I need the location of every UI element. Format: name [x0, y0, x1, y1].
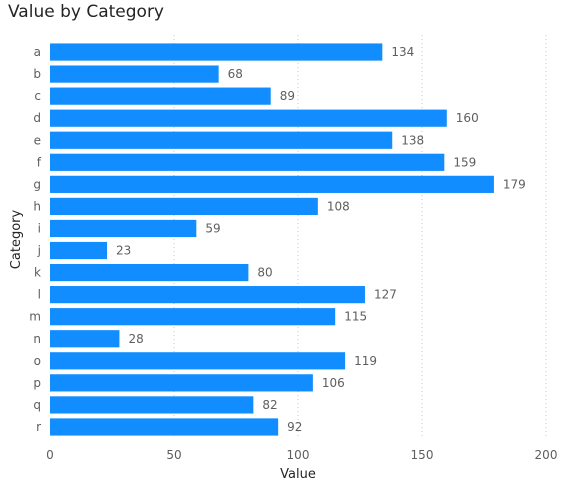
y-tick-label: i [38, 221, 41, 235]
data-label: 138 [401, 133, 424, 147]
x-tick-label: 100 [287, 448, 310, 462]
y-tick-label: g [33, 177, 41, 191]
x-tick-label: 50 [166, 448, 181, 462]
data-label: 28 [128, 332, 143, 346]
y-tick-label: e [34, 133, 41, 147]
data-label: 159 [453, 155, 476, 169]
data-label: 92 [287, 420, 302, 434]
bar [50, 87, 271, 105]
y-tick-label: b [33, 67, 41, 81]
data-label: 80 [257, 266, 272, 280]
data-label: 115 [344, 310, 367, 324]
data-label: 89 [280, 89, 295, 103]
bar [50, 352, 346, 370]
bar [50, 396, 254, 414]
bar [50, 308, 336, 326]
chart-title: Value by Category [8, 2, 164, 22]
y-tick-label: q [33, 398, 41, 412]
x-tick-label: 0 [46, 448, 54, 462]
bar [50, 418, 279, 436]
y-tick-label: k [34, 266, 41, 280]
data-label: 68 [228, 67, 243, 81]
bar [50, 109, 447, 127]
bar [50, 219, 197, 238]
y-tick-label: l [38, 288, 41, 302]
bar [50, 263, 249, 282]
y-tick-label: o [34, 354, 41, 368]
data-label: 127 [374, 288, 397, 302]
y-tick-label: n [33, 332, 41, 346]
data-label: 160 [456, 111, 479, 125]
y-tick-label: c [34, 89, 41, 103]
bar [50, 43, 383, 61]
bar [50, 175, 494, 193]
data-label: 59 [205, 221, 220, 235]
y-tick-label: h [33, 199, 41, 213]
data-label: 134 [391, 45, 414, 59]
y-tick-label: a [34, 45, 41, 59]
y-tick-label: j [37, 244, 41, 258]
data-label: 108 [327, 199, 350, 213]
bar [50, 241, 108, 260]
bar [50, 286, 365, 304]
y-tick-label: r [36, 420, 41, 434]
y-axis-title: Category [9, 210, 24, 270]
y-tick-label: d [33, 111, 41, 125]
bar [50, 131, 393, 149]
bar [50, 374, 313, 392]
data-label: 23 [116, 244, 131, 258]
bar [50, 197, 318, 216]
x-axis-title: Value [280, 467, 316, 482]
bar [50, 65, 219, 83]
y-tick-label: f [37, 155, 42, 169]
y-tick-label: p [33, 376, 41, 390]
x-tick-label: 150 [411, 448, 434, 462]
data-label: 106 [322, 376, 345, 390]
data-label: 119 [354, 354, 377, 368]
data-label: 179 [503, 177, 526, 191]
bar [50, 330, 120, 348]
x-tick-label: 200 [535, 448, 558, 462]
bar [50, 153, 445, 171]
data-label: 82 [262, 398, 277, 412]
y-tick-label: m [29, 310, 41, 324]
